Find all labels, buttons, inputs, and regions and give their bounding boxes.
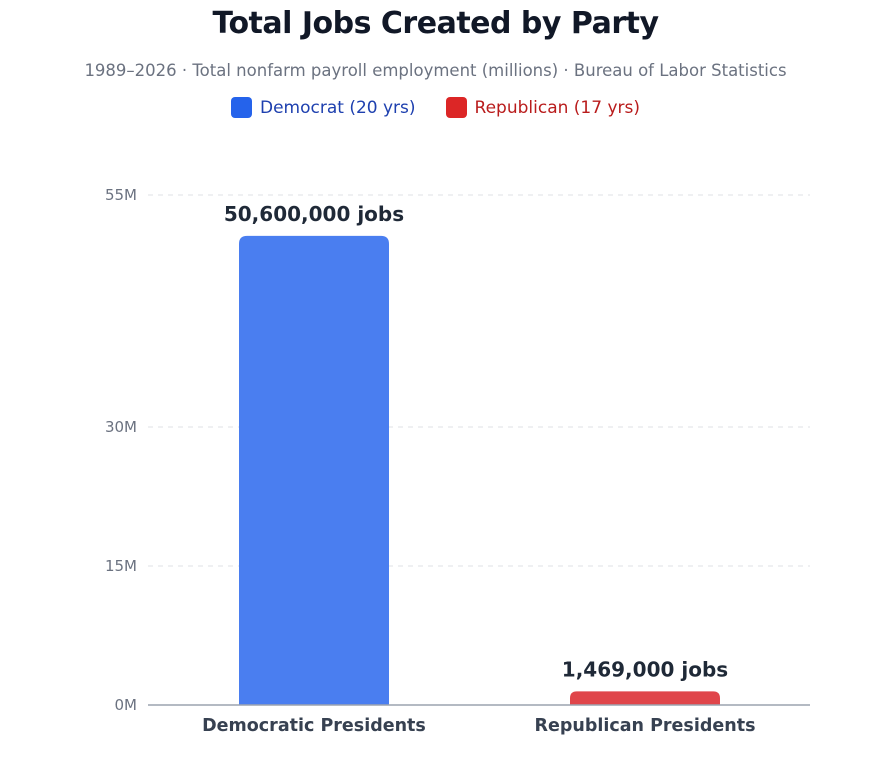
x-tick-label: Democratic Presidents xyxy=(202,716,426,736)
y-tick-label: 55M xyxy=(105,186,137,204)
legend-swatch-democrat xyxy=(230,97,252,118)
x-tick-label: Republican Presidents xyxy=(535,716,756,736)
legend-item-republican[interactable]: Republican (17 yrs) xyxy=(445,97,640,118)
legend-label-democrat: Democrat (20 yrs) xyxy=(259,97,416,118)
data-label: 1,469,000 jobs xyxy=(562,657,728,681)
bar xyxy=(239,235,389,705)
y-tick-label: 0M xyxy=(115,696,138,714)
legend-label-republican: Republican (17 yrs) xyxy=(474,97,640,118)
legend-item-democrat[interactable]: Democrat (20 yrs) xyxy=(230,97,416,118)
chart-subtitle: 1989–2026 · Total nonfarm payroll employ… xyxy=(84,61,787,80)
data-label: 50,600,000 jobs xyxy=(224,202,404,226)
y-tick-label: 30M xyxy=(105,418,137,436)
legend: Democrat (20 yrs) Republican (17 yrs) xyxy=(0,97,871,118)
y-tick-label: 15M xyxy=(105,557,137,575)
bar xyxy=(570,691,720,705)
chart-title: Total Jobs Created by Party xyxy=(212,6,659,41)
legend-swatch-republican xyxy=(445,97,467,118)
